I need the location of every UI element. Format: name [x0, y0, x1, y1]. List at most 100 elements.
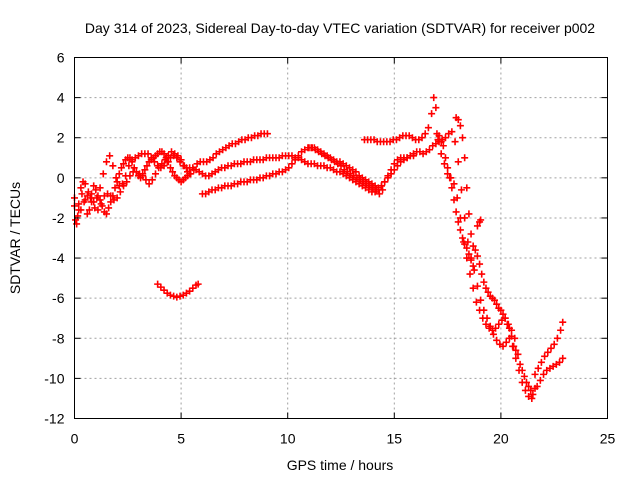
- data-point-marker: [518, 366, 526, 374]
- series-track-j: [531, 318, 567, 378]
- data-point-marker: [375, 190, 383, 198]
- data-point-marker: [520, 372, 528, 380]
- data-point-marker: [557, 326, 565, 334]
- data-point-marker: [469, 284, 477, 292]
- data-point-marker: [115, 170, 123, 178]
- data-point-marker: [384, 172, 392, 180]
- data-point-marker: [152, 170, 160, 178]
- data-point-marker: [537, 358, 545, 366]
- data-point-marker: [263, 130, 271, 138]
- data-point-marker: [470, 266, 478, 274]
- data-point-marker: [440, 160, 448, 168]
- data-point-marker: [435, 132, 443, 140]
- x-tick-label: 25: [600, 431, 616, 447]
- data-point-marker: [176, 292, 184, 300]
- chart-title: Day 314 of 2023, Sidereal Day-to-day VTE…: [85, 20, 595, 36]
- data-point-marker: [527, 386, 535, 394]
- data-point-marker: [164, 158, 172, 166]
- data-point-marker: [102, 210, 110, 218]
- data-point-marker: [476, 260, 484, 268]
- data-point-marker: [454, 218, 462, 226]
- data-point-marker: [85, 206, 93, 214]
- data-point-marker: [125, 162, 133, 170]
- data-point-marker: [78, 190, 86, 198]
- data-point-marker: [492, 324, 500, 332]
- data-point-marker: [92, 186, 100, 194]
- data-point-marker: [173, 293, 181, 301]
- plot-frame: [74, 57, 608, 419]
- data-point-marker: [472, 298, 480, 306]
- data-point-marker: [120, 182, 128, 190]
- data-point-marker: [166, 164, 174, 172]
- data-point-marker: [550, 340, 558, 348]
- data-point-marker: [525, 382, 533, 390]
- data-point-marker: [194, 280, 202, 288]
- data-point-marker: [437, 150, 445, 158]
- data-point-marker: [288, 160, 296, 168]
- x-tick-label: 20: [493, 431, 509, 447]
- data-point-marker: [77, 184, 85, 192]
- data-point-marker: [501, 314, 509, 322]
- data-point-marker: [98, 202, 106, 210]
- data-point-marker: [378, 182, 386, 190]
- data-point-marker: [473, 282, 481, 290]
- data-point-marker: [170, 292, 178, 300]
- data-point-marker: [109, 192, 117, 200]
- data-point-marker: [456, 214, 464, 222]
- data-point-marker: [174, 152, 182, 160]
- data-point-marker: [409, 152, 417, 160]
- data-point-marker: [86, 194, 94, 202]
- data-point-marker: [148, 176, 156, 184]
- data-point-marker: [162, 154, 170, 162]
- data-point-marker: [559, 354, 567, 362]
- data-point-marker: [441, 154, 449, 162]
- data-point-marker: [493, 300, 501, 308]
- data-point-marker: [144, 150, 152, 158]
- series-track-f: [452, 114, 537, 398]
- data-point-marker: [465, 250, 473, 258]
- data-point-marker: [499, 310, 507, 318]
- data-point-marker: [102, 158, 110, 166]
- data-point-marker: [141, 166, 149, 174]
- data-point-marker: [109, 162, 117, 170]
- data-point-marker: [495, 320, 503, 328]
- data-point-marker: [463, 254, 471, 262]
- data-point-marker: [482, 320, 490, 328]
- data-point-marker: [139, 170, 147, 178]
- data-point-marker: [477, 296, 485, 304]
- data-point-marker: [463, 184, 471, 192]
- data-point-marker: [448, 128, 456, 136]
- data-point-marker: [465, 210, 473, 218]
- x-tick-label: 5: [177, 431, 185, 447]
- data-point-marker: [531, 370, 539, 378]
- y-tick-label: -4: [52, 250, 65, 266]
- data-point-marker: [446, 174, 454, 182]
- data-point-marker: [480, 278, 488, 286]
- y-tick-label: -10: [44, 370, 64, 386]
- series-track-l: [71, 148, 194, 228]
- data-point-marker: [432, 104, 440, 112]
- series-track-g: [433, 130, 477, 270]
- y-tick-label: 2: [57, 130, 65, 146]
- y-tick-label: -8: [52, 330, 65, 346]
- data-point-marker: [454, 158, 462, 166]
- data-point-marker: [111, 184, 119, 192]
- data-point-marker: [291, 156, 299, 164]
- data-point-marker: [116, 188, 124, 196]
- data-point-marker: [372, 186, 380, 194]
- series-track-i: [154, 280, 202, 301]
- data-point-marker: [473, 222, 481, 230]
- data-point-marker: [158, 160, 166, 168]
- data-point-marker: [473, 252, 481, 260]
- y-axis-title: SDTVAR / TECUs: [7, 182, 23, 294]
- data-point-marker: [105, 204, 113, 212]
- data-point-marker: [469, 262, 477, 270]
- data-point-marker: [75, 200, 83, 208]
- data-point-marker: [387, 166, 395, 174]
- data-point-marker: [88, 198, 96, 206]
- y-tick-label: 0: [57, 170, 65, 186]
- data-point-marker: [106, 152, 114, 160]
- data-point-marker: [499, 342, 507, 350]
